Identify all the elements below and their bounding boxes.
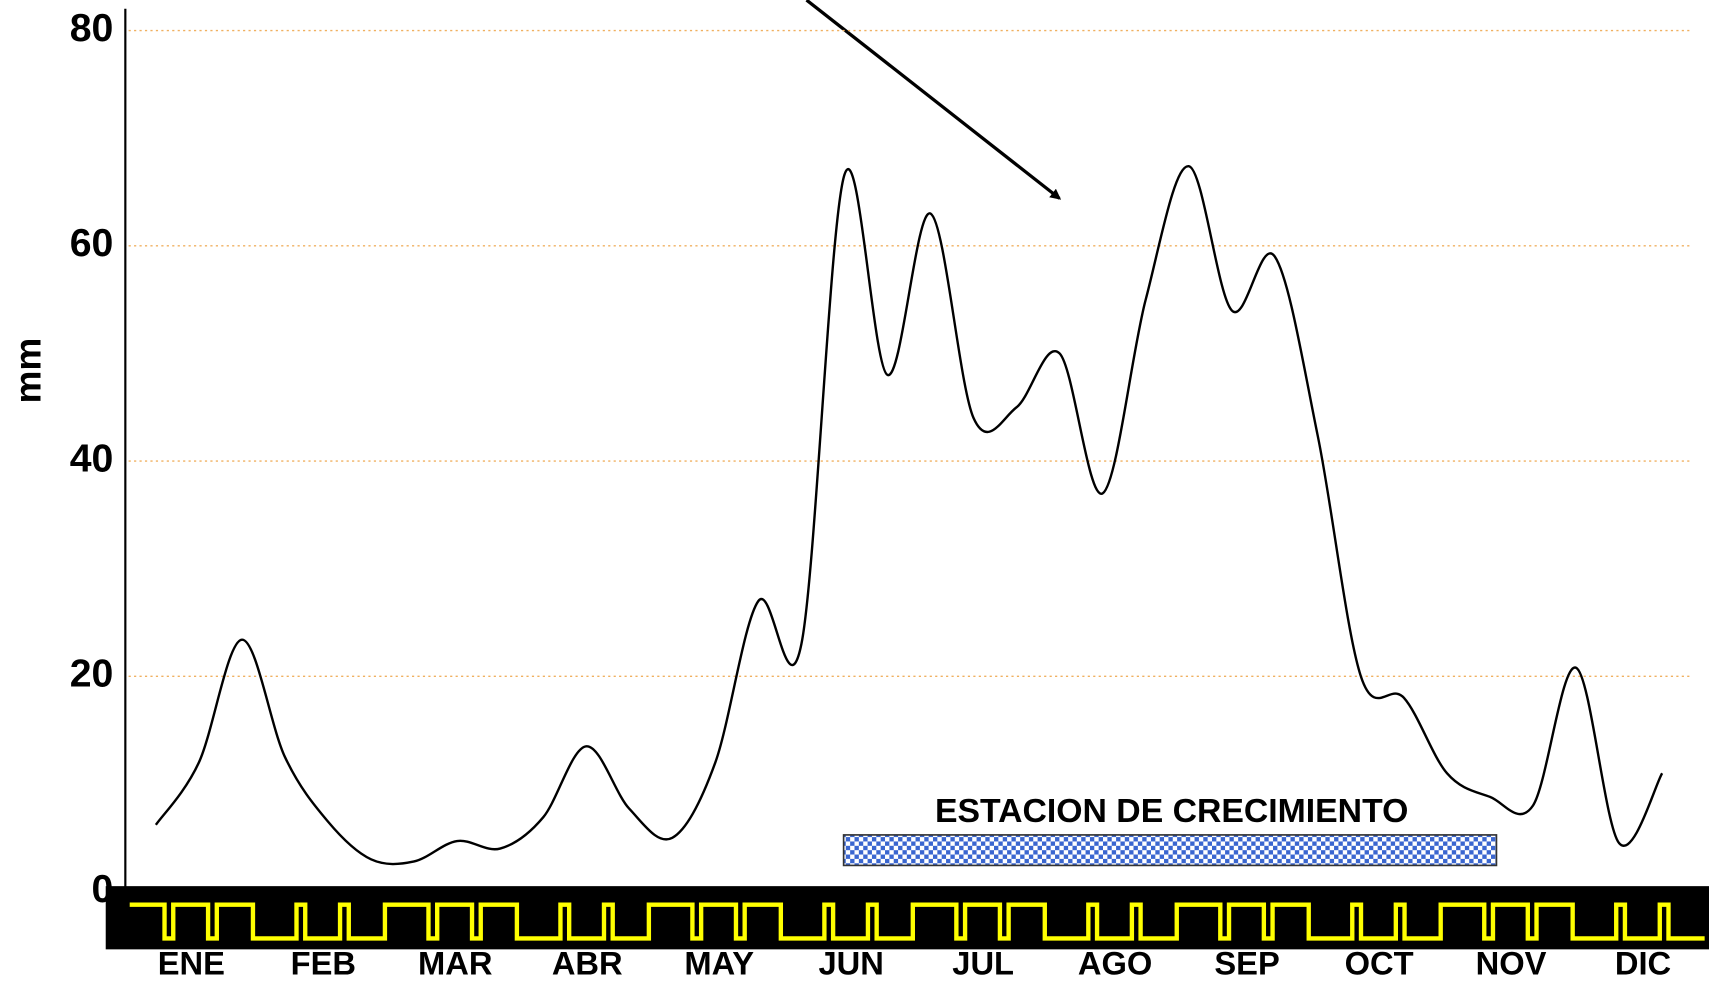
x-tick-label: AGO <box>1078 944 1152 981</box>
x-tick-label: JUN <box>818 944 883 981</box>
x-tick-label: FEB <box>291 944 356 981</box>
x-tick-label: DIC <box>1615 944 1671 981</box>
y-tick-label: 60 <box>70 221 114 265</box>
y-tick-label: 0 <box>92 867 114 911</box>
annotation: ESTACION DE CRECIMIENTO <box>935 792 1408 830</box>
arrow <box>805 0 1062 200</box>
x-tick-label: OCT <box>1345 944 1414 981</box>
rain-line <box>154 164 1664 866</box>
growing-season-bar <box>842 834 1498 867</box>
y-axis-label: mm <box>6 338 48 404</box>
x-tick-label: NOV <box>1476 944 1547 981</box>
y-tick-label: 80 <box>70 6 114 50</box>
x-tick-label: ENE <box>158 944 225 981</box>
x-tick-label: SEP <box>1214 944 1279 981</box>
decade-wave <box>129 902 1705 941</box>
y-tick-label: 20 <box>70 652 114 696</box>
x-tick-label: JUL <box>952 944 1014 981</box>
x-tick-label: ABR <box>552 944 623 981</box>
x-tick-label: MAY <box>684 944 754 981</box>
x-tick-label: MAR <box>418 944 492 981</box>
y-tick-label: 40 <box>70 436 114 480</box>
